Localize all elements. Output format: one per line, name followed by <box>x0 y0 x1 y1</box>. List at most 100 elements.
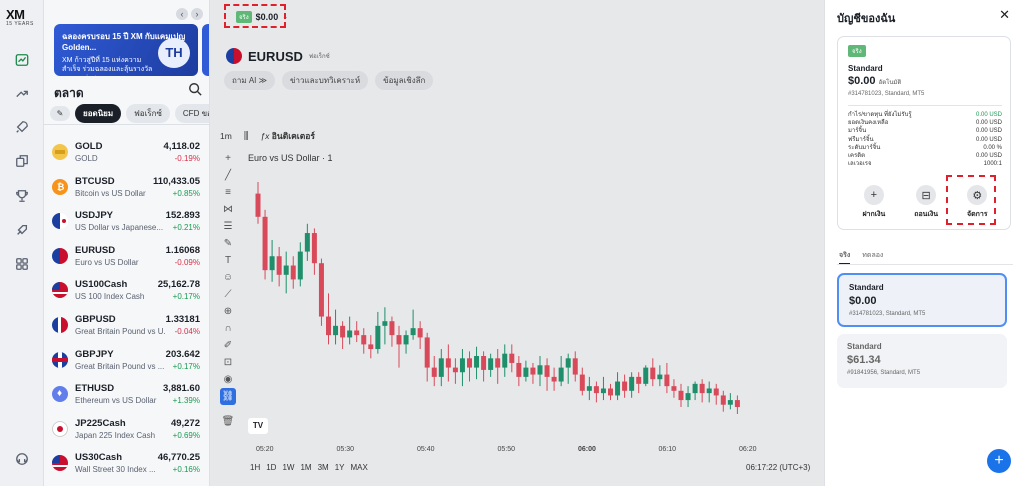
promo-rocket-icon[interactable] <box>13 221 31 239</box>
stat-row: กำไร/ขาดทุน ที่ยังไม่รับรู้ 0.00 USD <box>848 111 1002 119</box>
candle <box>699 379 705 403</box>
tab-real[interactable]: จริง <box>839 250 851 265</box>
deposit-button[interactable]: + ฝากเงิน <box>862 185 885 220</box>
pattern-icon[interactable]: ⋈ <box>223 204 233 215</box>
search-icon[interactable] <box>188 82 202 96</box>
tradingview-logo-icon[interactable]: TV <box>248 418 268 434</box>
candle-type-icon[interactable]: ⫼ <box>243 130 249 142</box>
fib-icon[interactable]: ☰ <box>223 221 233 232</box>
tab-cfd[interactable]: CFD ของ <box>174 104 209 123</box>
timeframe-selector[interactable]: 1m <box>220 131 232 141</box>
account-actions: + ฝากเงิน ⊟ ถอนเงิน ⚙ จัดการ <box>848 185 1002 220</box>
banner-next-button[interactable]: › <box>191 8 203 20</box>
insights-chip[interactable]: ข้อมูลเชิงลึก <box>375 71 434 90</box>
text-icon[interactable]: T <box>224 255 232 266</box>
account-info: #91841956, Standard, MT5 <box>847 370 921 376</box>
copy-icon[interactable] <box>13 152 31 170</box>
market-list-item[interactable]: USDJPY US Dollar vs Japanese... 152.893 +0.… <box>44 205 209 240</box>
market-list-item[interactable]: US30Cash Wall Street 30 Index ... 46,770.2… <box>44 447 209 482</box>
promo-banner[interactable]: ฉลองครบรอบ 15 ปี XM กับแคมเปญ Golden... … <box>54 24 198 76</box>
tab-popular[interactable]: ยอดนิยม <box>75 104 122 123</box>
market-symbol: ETHUSD <box>75 383 115 395</box>
timeframe-button[interactable]: MAX <box>350 463 368 472</box>
market-list-item[interactable]: GBPUSD Great Britain Pound vs U... 1.33181… <box>44 309 209 344</box>
lock-icon[interactable]: ⊡ <box>223 357 233 368</box>
market-list-item[interactable]: ₿ BTCUSD Bitcoin vs US Dollar 110,433.05 +0.… <box>44 171 209 206</box>
market-list-item[interactable]: US100Cash US 100 Index Cash 25,162.78 +0.17… <box>44 274 209 309</box>
manage-button[interactable]: ⚙ จัดการ <box>967 185 988 220</box>
withdraw-button[interactable]: ⊟ ถอนเงิน <box>914 185 938 220</box>
candle-body <box>579 374 585 391</box>
candle <box>593 381 599 403</box>
candle <box>586 376 592 401</box>
timeframe-button[interactable]: 3M <box>317 463 329 472</box>
timeframe-button[interactable]: 1M <box>300 463 312 472</box>
market-list-item[interactable]: EURUSD Euro vs US Dollar 1.16068 -0.09% <box>44 240 209 275</box>
banner-prev-button[interactable]: ‹ <box>176 8 188 20</box>
crosshair-icon[interactable]: + <box>225 153 231 164</box>
candle <box>396 325 402 368</box>
ask-ai-chip[interactable]: ถาม AI ≫ <box>224 71 275 90</box>
trash-icon[interactable]: 🗑 <box>221 416 235 427</box>
account-balance: $61.34 <box>847 354 881 366</box>
market-change: +0.17% <box>172 292 200 302</box>
candle-body <box>396 335 402 345</box>
indicators-button[interactable]: ƒx อินดิเคเตอร์ <box>260 129 314 143</box>
market-list-item[interactable]: GOLD GOLD 4,118.02 -0.19% <box>44 136 209 171</box>
trendline-icon[interactable]: ╱ <box>224 170 232 181</box>
candle-body <box>481 356 487 370</box>
pencil-lock-icon[interactable]: ✐ <box>223 340 233 351</box>
candlestick-chart[interactable] <box>240 160 824 444</box>
indicators-label: อินดิเคเตอร์ <box>271 131 315 141</box>
news-chip[interactable]: ข่าวและบทวิเคราะห์ <box>282 71 369 90</box>
trades-icon[interactable] <box>13 85 31 103</box>
markets-panel: ‹ › ฉลองครบรอบ 15 ปี XM กับแคมเปญ Golden… <box>44 0 210 486</box>
stat-value: 0.00 USD <box>975 136 1002 143</box>
apps-grid-icon[interactable] <box>13 255 31 273</box>
promo-banner-next[interactable] <box>202 24 209 76</box>
candle <box>692 381 698 401</box>
edit-pen-icon[interactable]: ✎ <box>50 106 70 121</box>
horizontal-lines-icon[interactable]: ≡ <box>225 187 231 198</box>
account-list-item[interactable]: Standard $0.00 #314781023, Standard, MT5 <box>837 273 1007 327</box>
stat-row: ยอดเงินคงเหลือ 0.00 USD <box>848 119 1002 127</box>
timeframe-button[interactable]: 1H <box>250 463 261 472</box>
market-description: US 100 Index Cash <box>75 292 145 302</box>
xm-logo: XM 15 YEARS <box>6 8 38 27</box>
trophy-icon[interactable] <box>13 187 31 205</box>
timeframe-button[interactable]: 1W <box>282 463 295 472</box>
candle <box>713 383 719 405</box>
market-list-item[interactable]: ♦ ETHUSD Ethereum vs US Dollar 3,881.60 +1.3… <box>44 378 209 413</box>
market-description: US Dollar vs Japanese... <box>75 223 164 233</box>
timeframe-button[interactable]: 1D <box>266 463 277 472</box>
candle <box>311 228 317 275</box>
candle-body <box>262 216 268 271</box>
emoji-icon[interactable]: ☺ <box>222 272 234 283</box>
tab-forex[interactable]: ฟอเร็กซ์ <box>126 104 170 123</box>
zoom-icon[interactable]: ⊕ <box>223 306 233 317</box>
market-list-item[interactable]: GBPJPY Great Britain Pound vs ... 203.642 +… <box>44 344 209 379</box>
rocket-icon[interactable] <box>13 118 31 136</box>
market-list-item[interactable]: JP225Cash Japan 225 Index Cash 49,272 +0.69… <box>44 413 209 448</box>
brush-icon[interactable]: ✎ <box>223 238 233 249</box>
gbjp-flag-icon <box>52 351 68 368</box>
timeframe-button[interactable]: 1Y <box>334 463 345 472</box>
candle <box>459 349 465 387</box>
eye-icon[interactable]: ◉ <box>223 374 233 385</box>
ruler-icon[interactable]: ⟋ <box>224 289 232 300</box>
candle-body <box>333 325 339 336</box>
candle <box>445 344 451 382</box>
tab-demo[interactable]: ทดลอง <box>862 252 884 259</box>
chart-icon[interactable] <box>13 51 31 69</box>
link-icon[interactable]: ⛓ <box>220 388 236 405</box>
add-account-button[interactable]: + <box>987 449 1011 473</box>
candle <box>410 309 416 340</box>
market-change: -0.09% <box>174 257 200 267</box>
support-icon[interactable] <box>13 450 31 468</box>
divider <box>837 264 1013 265</box>
close-icon[interactable]: ✕ <box>999 7 1010 22</box>
magnet-icon[interactable]: ∩ <box>224 323 232 334</box>
account-info: #314781023, Standard, MT5 <box>849 311 926 317</box>
candle-body <box>459 358 465 373</box>
account-list-item[interactable]: Standard $61.34 #91841956, Standard, MT5 <box>837 334 1007 388</box>
